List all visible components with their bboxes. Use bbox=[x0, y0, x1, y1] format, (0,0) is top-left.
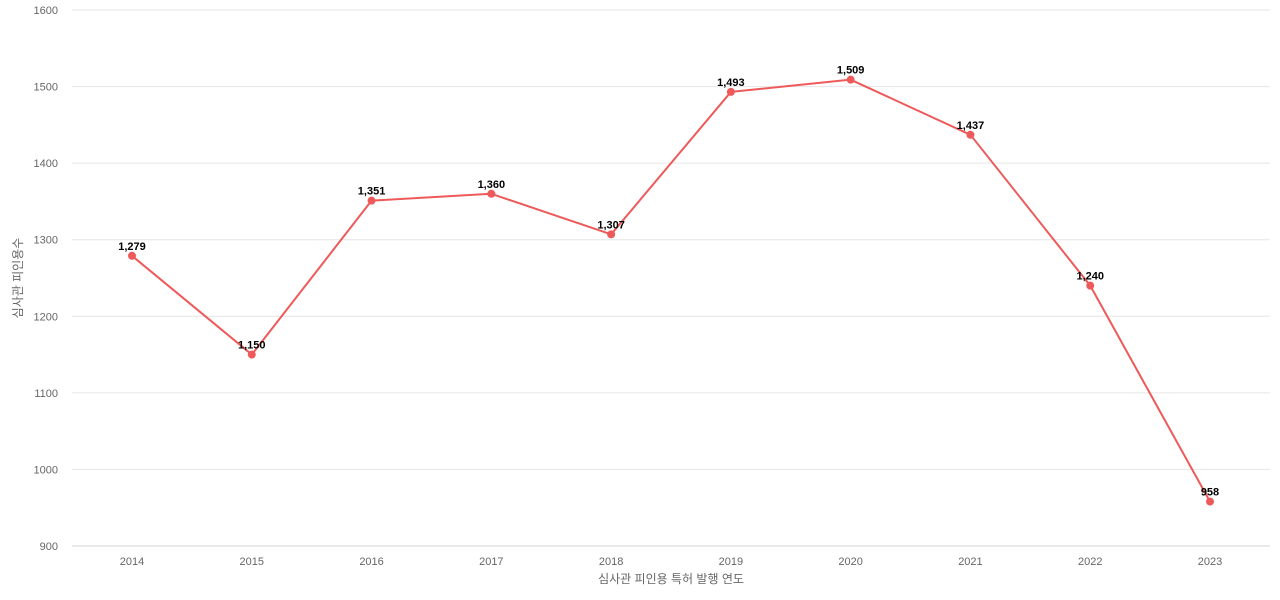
data-label: 1,240 bbox=[1076, 271, 1104, 283]
x-tick-label: 2014 bbox=[120, 556, 144, 568]
x-tick-label: 2022 bbox=[1078, 556, 1102, 568]
y-tick-label: 1600 bbox=[34, 5, 58, 17]
y-tick-label: 1200 bbox=[34, 311, 58, 323]
x-tick-label: 2016 bbox=[359, 556, 383, 568]
data-label: 1,509 bbox=[837, 65, 865, 77]
data-label: 1,351 bbox=[358, 186, 386, 198]
data-point[interactable] bbox=[367, 196, 376, 205]
series-layer bbox=[128, 75, 1214, 506]
x-axis-ticks: 2014 2015 2016 2017 2018 2019 2020 2021 2022 2023 bbox=[120, 556, 1222, 568]
data-label: 1,279 bbox=[118, 241, 146, 253]
y-tick-label: 1100 bbox=[34, 388, 58, 400]
data-label: 1,307 bbox=[597, 219, 625, 231]
x-axis-title: 심사관 피인용 특허 발행 연도 bbox=[598, 571, 744, 586]
data-label: 1,360 bbox=[478, 179, 506, 191]
data-point[interactable] bbox=[607, 230, 616, 239]
y-axis-ticks: 900 1000 1100 1200 1300 1400 1500 1600 bbox=[34, 5, 58, 553]
x-tick-label: 2019 bbox=[719, 556, 743, 568]
x-tick-label: 2015 bbox=[240, 556, 264, 568]
x-tick-label: 2023 bbox=[1198, 556, 1222, 568]
x-tick-label: 2020 bbox=[838, 556, 862, 568]
series-line bbox=[131, 78, 1211, 503]
data-point[interactable] bbox=[726, 87, 735, 96]
data-labels: 1,279 1,150 1,351 1,360 1,307 1,493 1,509 1,437… bbox=[118, 65, 1219, 499]
data-point[interactable] bbox=[487, 189, 496, 198]
data-label: 958 bbox=[1201, 487, 1219, 499]
y-tick-label: 1500 bbox=[34, 82, 58, 94]
y-tick-label: 1300 bbox=[34, 235, 58, 247]
y-tick-label: 1400 bbox=[34, 158, 58, 170]
data-label: 1,150 bbox=[238, 340, 266, 352]
data-point[interactable] bbox=[1206, 497, 1214, 506]
x-tick-label: 2017 bbox=[479, 556, 503, 568]
data-point[interactable] bbox=[128, 251, 136, 260]
y-tick-label: 1000 bbox=[34, 464, 58, 476]
data-point[interactable] bbox=[247, 350, 256, 359]
data-point[interactable] bbox=[846, 75, 855, 84]
data-label: 1,437 bbox=[957, 120, 985, 132]
x-tick-label: 2018 bbox=[599, 556, 623, 568]
data-label: 1,493 bbox=[717, 77, 745, 89]
data-point[interactable] bbox=[966, 130, 975, 139]
x-tick-label: 2021 bbox=[958, 556, 982, 568]
y-axis-title: 심사관 피인용수 bbox=[11, 238, 25, 319]
data-point[interactable] bbox=[1086, 281, 1095, 290]
y-tick-label: 900 bbox=[40, 541, 58, 553]
